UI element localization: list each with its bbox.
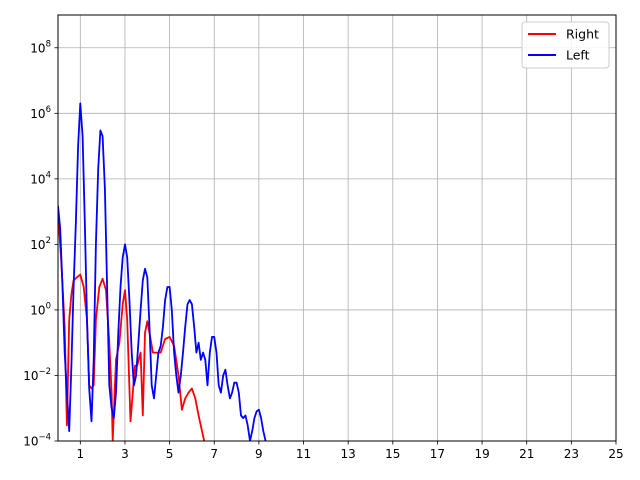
y-tick-label: 102 <box>30 236 51 252</box>
x-tick-label: 21 <box>519 447 534 461</box>
y-tick-exponent: −4 <box>38 433 51 443</box>
y-tick-exponent: −2 <box>38 367 51 377</box>
series-line-left <box>58 102 267 441</box>
y-tick-base: 10 <box>30 107 45 121</box>
y-tick-label: 10−4 <box>23 433 51 449</box>
x-tick-label: 25 <box>608 447 623 461</box>
legend-label-right: Right <box>566 27 599 42</box>
y-tick-label: 104 <box>30 170 51 186</box>
y-tick-base: 10 <box>30 41 45 55</box>
y-tick-label: 10−2 <box>23 367 51 383</box>
y-tick-label: 100 <box>30 301 51 317</box>
x-tick-label: 9 <box>255 447 263 461</box>
y-tick-exponent: 6 <box>46 105 51 115</box>
y-tick-label: 108 <box>30 39 51 55</box>
y-tick-exponent: 8 <box>46 39 51 49</box>
legend-label-left: Left <box>566 48 590 63</box>
series-layer <box>58 102 267 441</box>
plot-frame <box>57 14 617 442</box>
y-tick-base: 10 <box>30 172 45 186</box>
x-tick-label: 23 <box>564 447 579 461</box>
x-tick-label: 17 <box>430 447 445 461</box>
y-tick-exponent: 0 <box>46 301 51 311</box>
y-tick-base: 10 <box>23 435 38 449</box>
x-tick-label: 3 <box>121 447 129 461</box>
x-tick-label: 15 <box>385 447 400 461</box>
x-tick-label: 1 <box>76 447 84 461</box>
y-tick-label: 106 <box>30 105 51 121</box>
series-line-right <box>58 211 206 441</box>
x-tick-label: 13 <box>341 447 356 461</box>
legend: Right Left <box>521 21 610 69</box>
y-tick-exponent: 4 <box>46 170 51 180</box>
x-tick-label: 7 <box>210 447 218 461</box>
x-tick-label: 11 <box>296 447 311 461</box>
y-tick-base: 10 <box>23 369 38 383</box>
x-axis-ticks: 1 3 5 7 9 11 13 15 17 19 21 23 25 <box>76 441 624 461</box>
y-tick-exponent: 2 <box>46 236 51 246</box>
y-tick-base: 10 <box>30 238 45 252</box>
y-tick-base: 10 <box>30 303 45 317</box>
x-tick-label: 19 <box>474 447 489 461</box>
x-tick-label: 5 <box>166 447 174 461</box>
